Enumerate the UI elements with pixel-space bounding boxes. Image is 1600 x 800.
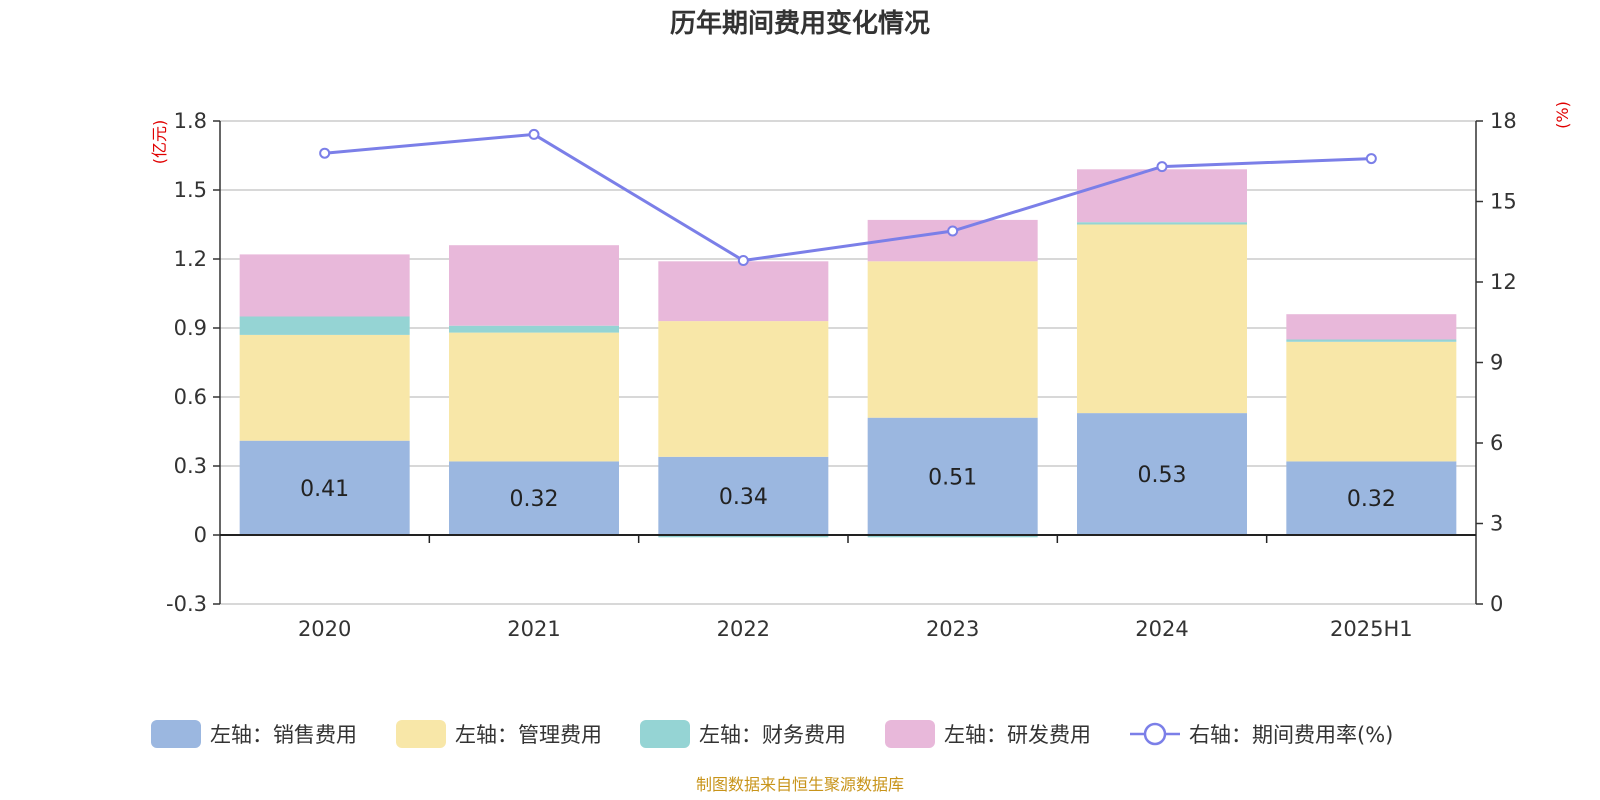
x-axis-tick-label: 2025H1 xyxy=(1330,617,1413,641)
bar-segment xyxy=(867,261,1038,418)
legend-label: 右轴：期间费用率(%) xyxy=(1189,723,1393,747)
bar-segment xyxy=(1077,222,1247,225)
right-axis-tick-label: 6 xyxy=(1490,431,1503,455)
bar-value-label: 0.32 xyxy=(510,487,559,512)
bar-segment xyxy=(239,316,410,335)
right-axis-unit: (%) xyxy=(1553,101,1572,129)
bar-segment xyxy=(1286,314,1457,340)
bar-value-label: 0.41 xyxy=(300,477,349,502)
right-axis-tick-label: 9 xyxy=(1490,351,1503,375)
right-axis-tick-label: 12 xyxy=(1490,270,1517,294)
bar-segment xyxy=(1077,224,1247,414)
rate-point xyxy=(319,147,331,159)
bar-segment xyxy=(1077,169,1247,223)
x-axis-tick-label: 2023 xyxy=(926,617,979,641)
bar-value-label: 0.51 xyxy=(928,465,977,490)
right-axis-tick-label: 3 xyxy=(1490,512,1503,536)
legend-label: 左轴：研发费用 xyxy=(944,723,1091,747)
right-axis-tick-label: 15 xyxy=(1490,190,1517,214)
legend-swatch xyxy=(640,720,690,748)
rate-point xyxy=(737,255,749,267)
bar-segment xyxy=(658,321,829,457)
axes: -0.3 0 0.3 0.6 0.9 1.2 1.5 1.8 0 3 6 9 12 15 18 2020 202… xyxy=(166,109,1517,641)
x-axis-tick-label: 2022 xyxy=(717,617,770,641)
bar-value-label: 0.32 xyxy=(1347,487,1396,512)
bar-segment xyxy=(867,417,1038,535)
bar-value-label: 0.34 xyxy=(719,485,768,510)
legend-marker xyxy=(1143,722,1167,746)
rate-point xyxy=(1365,153,1377,165)
bar-segment xyxy=(449,332,619,462)
bar-segment xyxy=(239,254,410,317)
rate-point xyxy=(1156,161,1168,173)
bar-segment xyxy=(239,440,410,535)
bar-segment xyxy=(867,535,1038,538)
bar-segment xyxy=(1077,413,1247,535)
bar-segment xyxy=(449,245,619,326)
right-axis-tick-label: 0 xyxy=(1490,592,1503,616)
left-axis-unit: (亿元) xyxy=(150,120,169,165)
bar-segment xyxy=(1286,339,1457,342)
rate-line-layer xyxy=(319,128,1377,267)
left-axis-tick-label: -0.3 xyxy=(166,592,207,616)
x-axis-tick-label: 2020 xyxy=(298,617,351,641)
data-labels: 0.41 0.32 0.34 0.51 0.53 0.32 xyxy=(300,463,1396,512)
legend: 左轴：销售费用 左轴：管理费用 左轴：财务费用 左轴：研发费用 右轴：期间费用率(%) xyxy=(151,720,1393,748)
x-axis-tick-label: 2021 xyxy=(507,617,560,641)
right-axis-tick-label: 18 xyxy=(1490,109,1517,133)
bar-segment xyxy=(1286,341,1457,462)
left-axis-tick-label: 1.8 xyxy=(174,109,207,133)
legend-swatch xyxy=(885,720,935,748)
source-note: 制图数据来自恒生聚源数据库 xyxy=(696,775,904,794)
left-axis-tick-label: 1.5 xyxy=(174,178,207,202)
bar-segment xyxy=(449,325,619,333)
legend-swatch xyxy=(151,720,201,748)
left-axis-tick-label: 0 xyxy=(194,523,207,547)
legend-label: 左轴：财务费用 xyxy=(699,723,846,747)
chart-title: 历年期间费用变化情况 xyxy=(670,8,930,39)
bar-segment xyxy=(658,535,829,538)
legend-label: 左轴：销售费用 xyxy=(210,723,357,747)
rate-point xyxy=(528,128,540,140)
left-axis-tick-label: 0.3 xyxy=(174,454,207,478)
legend-label: 左轴：管理费用 xyxy=(455,723,602,747)
legend-swatch xyxy=(396,720,446,748)
rate-point xyxy=(947,225,959,237)
bar-segment xyxy=(449,461,619,535)
left-axis-tick-label: 0.6 xyxy=(174,385,207,409)
left-axis-tick-label: 0.9 xyxy=(174,316,207,340)
rate-line xyxy=(324,132,1372,263)
bar-segment xyxy=(658,261,829,322)
bar-segment xyxy=(658,456,829,535)
bar-segment xyxy=(1286,461,1457,535)
left-axis-tick-label: 1.2 xyxy=(174,247,207,271)
bar-segment xyxy=(239,334,410,441)
bar-layer xyxy=(239,169,1457,538)
x-axis-tick-label: 2024 xyxy=(1135,617,1188,641)
bar-value-label: 0.53 xyxy=(1138,463,1187,488)
